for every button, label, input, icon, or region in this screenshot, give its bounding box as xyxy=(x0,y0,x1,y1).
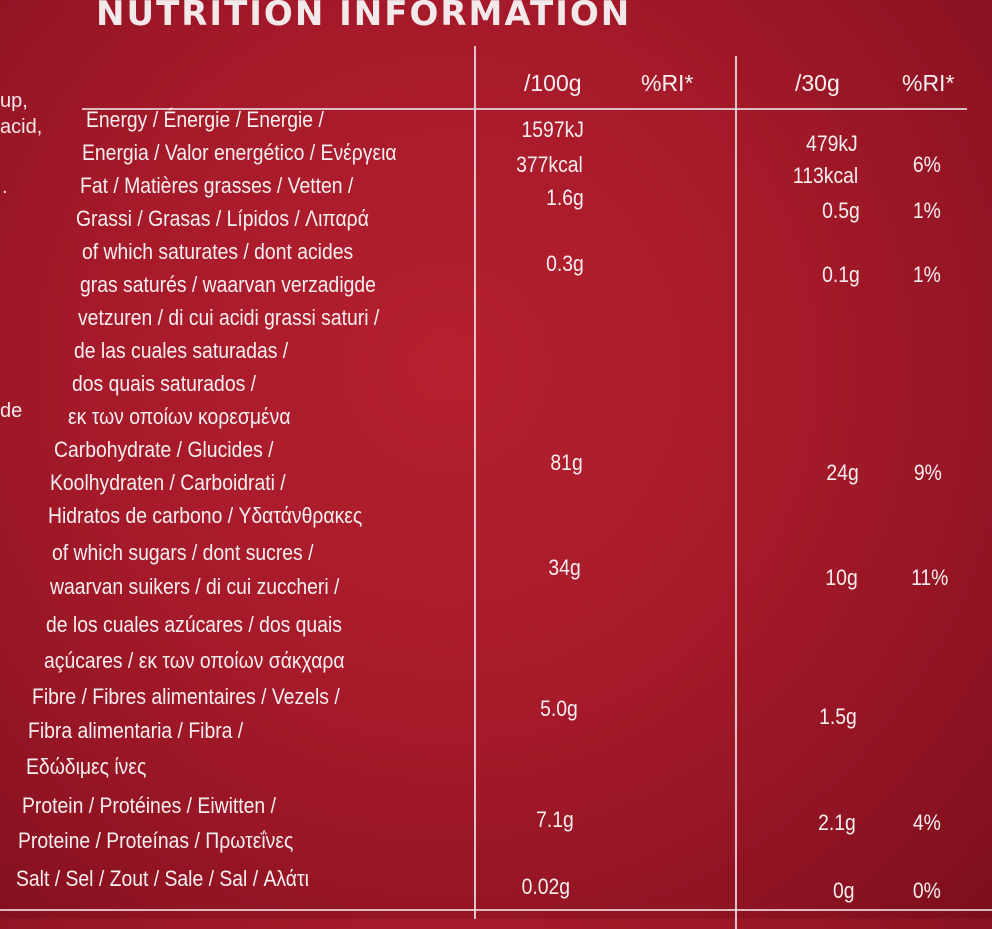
label-line: of which saturates / dont acides xyxy=(82,239,354,264)
value-sugars-30g: 10g xyxy=(825,565,858,590)
header-rule xyxy=(82,108,967,110)
value-energy-kj-100g: 1597kJ xyxy=(521,117,584,142)
label-line: Fibra alimentaria / Fibra / xyxy=(28,718,244,743)
label-line: εκ των οποίων κορεσμένα xyxy=(68,404,291,429)
label-line: Protein / Protéines / Eiwitten / xyxy=(22,793,276,818)
margin-fragment: . xyxy=(2,176,8,198)
label-line: of which sugars / dont sucres / xyxy=(52,540,314,565)
value-fibre-100g: 5.0g xyxy=(540,696,578,721)
ri-salt: 0% xyxy=(913,878,941,903)
value-saturates-30g: 0.1g xyxy=(822,262,860,287)
ri-fat: 1% xyxy=(913,198,941,223)
value-energy-kcal-30g: 113kcal xyxy=(792,163,858,188)
label-line: Fat / Matières grasses / Vetten / xyxy=(80,173,354,198)
ri-sugars: 11% xyxy=(910,565,948,590)
value-fibre-30g: 1.5g xyxy=(819,704,857,729)
value-protein-30g: 2.1g xyxy=(818,810,856,835)
label-line: Koolhydraten / Carboidrati / xyxy=(50,470,286,495)
label-line: gras saturés / waarvan verzadigde xyxy=(80,272,376,297)
value-energy-kj-30g: 479kJ xyxy=(806,131,858,156)
label-line: Proteine / Proteínas / Πρωτεΐνες xyxy=(18,828,294,853)
label-line: vetzuren / di cui acidi grassi saturi / xyxy=(78,305,380,330)
value-fat-30g: 0.5g xyxy=(822,198,860,223)
header-ri-30g: %RI* xyxy=(902,70,955,96)
ri-saturates: 1% xyxy=(913,262,941,287)
value-fat-100g: 1.6g xyxy=(546,185,584,210)
value-saturates-100g: 0.3g xyxy=(546,251,584,276)
value-sugars-100g: 34g xyxy=(548,555,581,580)
label-line: Fibre / Fibres alimentaires / Vezels / xyxy=(32,684,340,709)
value-energy-kcal-100g: 377kcal xyxy=(516,152,583,177)
ri-carbohydrate: 9% xyxy=(914,460,942,485)
nutrition-title: NUTRITION INFORMATION xyxy=(96,0,632,34)
header-per-100g: /100g xyxy=(524,70,582,96)
label-line: waarvan suikers / di cui zuccheri / xyxy=(50,574,340,599)
label-line: Εδώδιμες ίνες xyxy=(26,754,147,779)
label-line: dos quais saturados / xyxy=(72,371,257,396)
label-line: de las cuales saturadas / xyxy=(74,338,289,363)
margin-fragment: up, xyxy=(0,90,28,112)
margin-fragment: de xyxy=(0,400,23,422)
label-line: Carbohydrate / Glucides / xyxy=(54,437,274,462)
label-line: Salt / Sel / Zout / Sale / Sal / Αλάτι xyxy=(16,866,309,891)
label-line: Energy / Énergie / Energie / xyxy=(86,107,324,132)
label-line: Grassi / Grasas / Lípidos / Λιπαρά xyxy=(76,206,369,231)
header-ri-100g: %RI* xyxy=(641,70,694,96)
bottom-rule xyxy=(0,909,992,911)
label-line: Energia / Valor energético / Ενέργεια xyxy=(82,140,397,165)
value-carbohydrate-30g: 24g xyxy=(826,460,859,485)
ri-energy: 6% xyxy=(913,152,941,177)
label-line: açúcares / εκ των οποίων σάκχαρα xyxy=(44,648,345,673)
value-carbohydrate-100g: 81g xyxy=(550,450,583,475)
value-salt-30g: 0g xyxy=(832,878,854,903)
header-per-30g: /30g xyxy=(795,70,840,96)
ri-protein: 4% xyxy=(913,810,941,835)
value-salt-100g: 0.02g xyxy=(521,874,570,899)
column-divider xyxy=(735,56,737,929)
margin-fragment: acid, xyxy=(0,116,43,138)
column-divider xyxy=(474,46,476,919)
label-line: Hidratos de carbono / Υδατάνθρακες xyxy=(48,503,363,528)
label-line: de los cuales azúcares / dos quais xyxy=(46,612,342,637)
value-protein-100g: 7.1g xyxy=(536,807,574,832)
